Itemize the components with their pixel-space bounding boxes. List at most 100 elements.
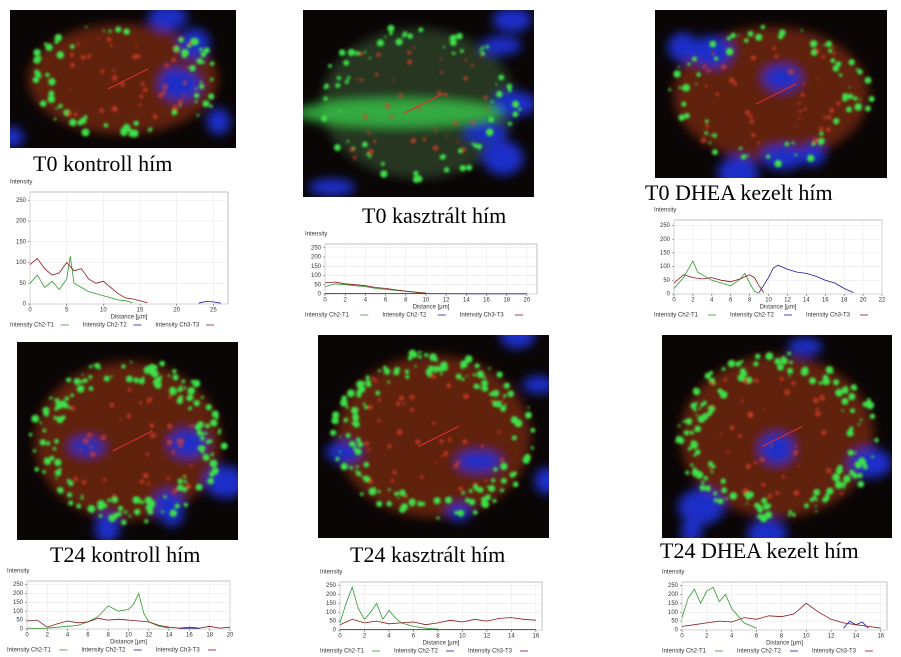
red-speckle <box>147 482 150 485</box>
green-speckle <box>461 367 464 370</box>
micrograph <box>655 10 887 191</box>
red-speckle <box>377 419 380 422</box>
red-speckle <box>355 78 357 80</box>
red-speckle <box>782 475 785 478</box>
green-speckle <box>31 415 39 423</box>
green-speckle <box>741 154 746 159</box>
green-speckle <box>349 441 355 447</box>
green-speckle <box>493 499 497 503</box>
green-speckle <box>363 476 368 481</box>
green-speckle <box>698 408 700 410</box>
red-speckle <box>164 63 169 68</box>
green-speckle <box>488 367 491 370</box>
red-speckle <box>774 54 778 58</box>
green-speckle <box>711 134 713 136</box>
red-speckle <box>414 103 416 105</box>
x-tick-label: 10 <box>100 308 107 314</box>
green-speckle <box>822 378 830 386</box>
green-speckle <box>355 51 360 56</box>
green-speckle <box>730 492 738 500</box>
nucleus <box>493 8 532 32</box>
green-speckle <box>389 31 393 35</box>
red-speckle <box>833 52 836 55</box>
green-speckle <box>683 420 686 423</box>
green-speckle <box>99 514 103 518</box>
caption: T24 kasztrált hím <box>350 542 505 567</box>
green-speckle <box>366 379 370 383</box>
green-speckle <box>200 436 205 441</box>
x-tick-label: 8 <box>107 633 111 639</box>
green-speckle <box>766 155 770 159</box>
green-speckle <box>753 361 758 366</box>
green-speckle <box>801 29 803 31</box>
red-speckle <box>396 401 401 406</box>
green-speckle <box>211 453 214 456</box>
red-speckle <box>761 483 765 487</box>
legend-label: Intensity Ch2-T1 <box>320 649 365 655</box>
green-speckle <box>833 379 839 385</box>
green-speckle <box>347 76 350 79</box>
green-speckle <box>730 33 735 38</box>
green-speckle <box>369 57 371 59</box>
x-tick-label: 4 <box>730 634 734 640</box>
red-speckle <box>840 492 844 496</box>
red-speckle <box>454 121 459 126</box>
red-speckle <box>709 467 712 470</box>
red-speckle <box>143 88 148 93</box>
green-speckle <box>123 28 130 35</box>
green-speckle <box>795 154 798 157</box>
green-speckle <box>394 367 400 373</box>
green-speckle <box>718 498 724 504</box>
red-speckle <box>794 124 796 126</box>
green-speckle <box>414 365 416 367</box>
green-speckle <box>695 83 697 85</box>
legend-label: Intensity Ch3-T3 <box>812 649 857 655</box>
red-speckle <box>484 96 488 100</box>
green-speckle <box>347 389 355 397</box>
y-tick-label: 150 <box>326 601 337 607</box>
green-speckle <box>460 49 464 53</box>
green-speckle <box>713 133 717 137</box>
green-speckle <box>43 429 47 433</box>
caption: T0 DHEA kezelt hím <box>645 180 833 205</box>
green-speckle <box>842 410 844 412</box>
red-speckle <box>826 127 831 132</box>
red-speckle <box>112 75 118 81</box>
green-speckle <box>67 479 71 483</box>
green-speckle <box>836 61 842 67</box>
green-speckle <box>462 491 465 494</box>
green-speckle <box>376 501 382 507</box>
x-tick-label: 12 <box>784 298 791 304</box>
red-speckle <box>360 52 364 56</box>
green-speckle <box>788 375 790 377</box>
red-speckle <box>90 452 95 457</box>
red-speckle <box>501 399 503 401</box>
x-tick-label: 14 <box>508 634 515 640</box>
green-speckle <box>45 73 49 77</box>
red-speckle <box>158 93 163 98</box>
red-speckle <box>415 439 420 444</box>
green-speckle <box>496 91 502 97</box>
y-tick-label: 100 <box>16 260 27 266</box>
green-speckle <box>123 124 131 132</box>
green-speckle <box>55 477 57 479</box>
green-speckle <box>825 494 829 498</box>
green-speckle <box>85 26 87 28</box>
red-speckle <box>77 43 80 46</box>
figure: T0 kontroll hímIntensity0501001502002500… <box>0 0 901 657</box>
micrograph-content <box>17 342 246 544</box>
green-speckle <box>857 69 862 74</box>
red-speckle <box>746 464 751 469</box>
y-tick-label: 100 <box>660 264 671 270</box>
green-speckle <box>48 78 55 85</box>
y-tick-label: 150 <box>668 601 679 607</box>
green-speckle <box>866 400 871 405</box>
green-speckle <box>65 396 70 401</box>
red-speckle <box>81 55 86 60</box>
green-speckle <box>853 96 858 101</box>
y-tick-label: 200 <box>311 255 322 261</box>
green-speckle <box>858 423 860 425</box>
red-speckle <box>817 78 819 80</box>
green-speckle <box>34 467 39 472</box>
red-speckle <box>172 105 178 111</box>
